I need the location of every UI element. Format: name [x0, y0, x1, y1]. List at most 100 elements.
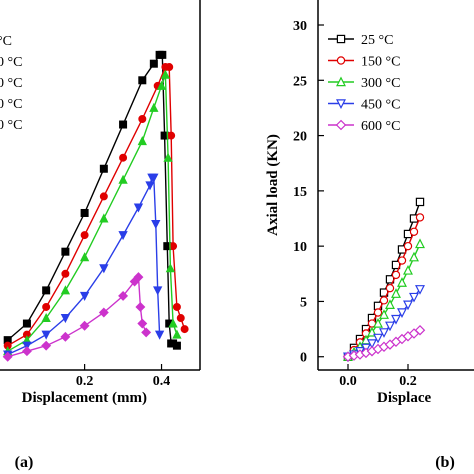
panel-a-data-point-450-c [145, 181, 155, 191]
panel-a-data-point-300-c [172, 329, 182, 339]
panel-a-data-point-150-c [172, 302, 181, 311]
panel-a-legend-label: 0 °C [0, 76, 22, 91]
panel-a-data-point-300-c [99, 213, 109, 223]
panel-b-data-point-450-c [415, 285, 425, 295]
panel-b-y-tick-label: 0 [300, 351, 307, 366]
panel-b-data-point-450-c [373, 333, 383, 344]
panel-a-data-point-300-c [156, 80, 167, 90]
panel-a-legend-entry-600-c: 0 °C [0, 118, 22, 133]
panel-b-y-tick-label: 5 [300, 295, 307, 310]
panel-b-legend-label: 150 °C [361, 55, 400, 70]
panel-a-data-point-300-c [118, 174, 128, 184]
panel-b-data-point-600-c [414, 324, 426, 336]
panel-b-data-point-450-c [367, 339, 377, 349]
panel-a-data-point-300-c [41, 312, 51, 323]
panel-a-data-point-300-c [79, 252, 90, 262]
panel-a-data-point-600-c [41, 340, 52, 351]
panel-b-y-tick-label: 25 [293, 74, 307, 89]
panel-b-data-point-150-c [391, 270, 401, 280]
panel-b-data-point-150-c [409, 227, 419, 236]
panel-b-data-point-450-c [397, 308, 407, 319]
panel-b-data-point-300-c [379, 309, 389, 319]
panel-a-label: (a) [15, 454, 34, 471]
panel-a-data-point-600-c [118, 290, 129, 301]
panel-b-data-point-150-c [397, 256, 407, 265]
panel-a-data-point-150-c [138, 114, 147, 123]
panel-b-legend-swatch-marker [336, 56, 346, 65]
panel-b-legend-swatch-marker [336, 76, 346, 87]
panel-a-legend-label: 0 °C [0, 118, 22, 133]
panel-a-data-point-150-c [42, 302, 51, 311]
panel-a-data-point-600-c [98, 307, 109, 318]
panel-a-data-point-450-c [153, 286, 163, 296]
panel-b-data-point-300-c [385, 299, 395, 309]
panel-a-data-point-450-c [149, 173, 159, 183]
panel-a-data-point-450-c [79, 291, 90, 301]
panel-a-data-point-600-c [135, 302, 146, 312]
panel-a-data-point-300-c [160, 69, 171, 79]
panel-a-data-point-450-c [118, 231, 128, 241]
panel-b-legend-entry-25-c: 25 °C [328, 33, 393, 48]
panel-a-x-tick-label: 0.4 [153, 374, 171, 389]
panel-a-legend-label: °C [0, 34, 12, 49]
panel-b-data-point-300-c [415, 238, 425, 249]
panel-a-series-600-c [2, 272, 152, 362]
panel-b-x-axis-label: Displace [377, 390, 432, 406]
panel-b-data-point-300-c [409, 251, 419, 262]
panel-b-legend-swatch-marker [336, 34, 346, 44]
panel-a-data-point-450-c [22, 341, 32, 351]
panel-b-data-point-300-c [403, 264, 413, 275]
panel-a-data-point-150-c [165, 63, 174, 72]
panel-b-x-tick-label: 0.2 [399, 374, 417, 389]
panel-b-data-point-450-c [409, 292, 419, 303]
panel-b-data-point-450-c [403, 300, 413, 311]
panel-b-legend-entry-300-c: 300 °C [328, 76, 400, 91]
panel-a-data-point-25-c [172, 341, 181, 350]
panel-b-legend-label: 600 °C [361, 119, 400, 134]
panel-a-data-point-600-c [79, 320, 90, 331]
panel-a-data-point-600-c [2, 351, 13, 362]
panel-b-y-axis-label: Axial load (KN) [265, 134, 281, 236]
panel-a-data-point-300-c [168, 318, 178, 328]
panel-a-series-25-c [3, 50, 181, 350]
panel-b-y-tick-label: 15 [293, 185, 307, 200]
panel-a-data-point-25-c [61, 247, 70, 256]
panel-a-data-point-25-c [119, 120, 128, 129]
panel-b-data-point-300-c [391, 288, 401, 298]
panel-a-x-tick-label: 0.2 [76, 374, 94, 389]
panel-a-data-point-150-c [61, 269, 70, 278]
panel-b-data-point-450-c [391, 314, 401, 325]
panel-a-data-point-600-c [133, 272, 144, 283]
panel-b-legend-label: 300 °C [361, 76, 400, 91]
panel-a-series-line-300-c [7, 74, 178, 352]
panel-a-legend-entry-450-c: 0 °C [0, 97, 22, 112]
panel-b-legend-swatch-marker [335, 119, 347, 131]
panel-a-data-point-150-c [167, 131, 176, 140]
panel-b-y-tick-label: 10 [293, 240, 307, 255]
panel-b: 0 5 10 15 20 25 30 0.0 0.2 25 °C 150 °C 300 °C 450… [265, 0, 474, 471]
panel-b-x-tick-label: 0.0 [339, 374, 357, 389]
panel-b-y-tick-label: 30 [293, 19, 307, 34]
panel-a-data-point-450-c [60, 314, 71, 324]
panel-b-legend-label: 25 °C [361, 33, 393, 48]
panel-a-data-point-25-c [42, 286, 51, 295]
panel-b-legend-entry-600-c: 600 °C [328, 119, 400, 134]
panel-a-data-point-25-c [138, 76, 147, 85]
panel-a-series-450-c [3, 173, 165, 360]
panel-b-data-point-150-c [379, 296, 389, 305]
panel-b-legend-entry-150-c: 150 °C [328, 55, 400, 70]
panel-b-legend-entry-450-c: 450 °C [328, 98, 400, 113]
panel-a-data-point-600-c [141, 327, 152, 338]
panel-a-legend-label: 0 °C [0, 97, 22, 112]
panel-a-legend-label: 0 °C [0, 55, 22, 70]
panel-a-data-point-25-c [22, 319, 31, 328]
panel-a-data-point-300-c [137, 136, 147, 146]
panel-b-legend-swatch-marker [336, 99, 346, 110]
panel-b-data-point-450-c [379, 328, 389, 338]
panel-a-data-point-450-c [154, 330, 165, 340]
panel-b-data-point-150-c [373, 308, 383, 317]
panel-b-data-point-25-c [415, 197, 425, 207]
panel-a-data-point-150-c [180, 325, 189, 334]
panel-b-legend-label: 450 °C [361, 98, 400, 113]
